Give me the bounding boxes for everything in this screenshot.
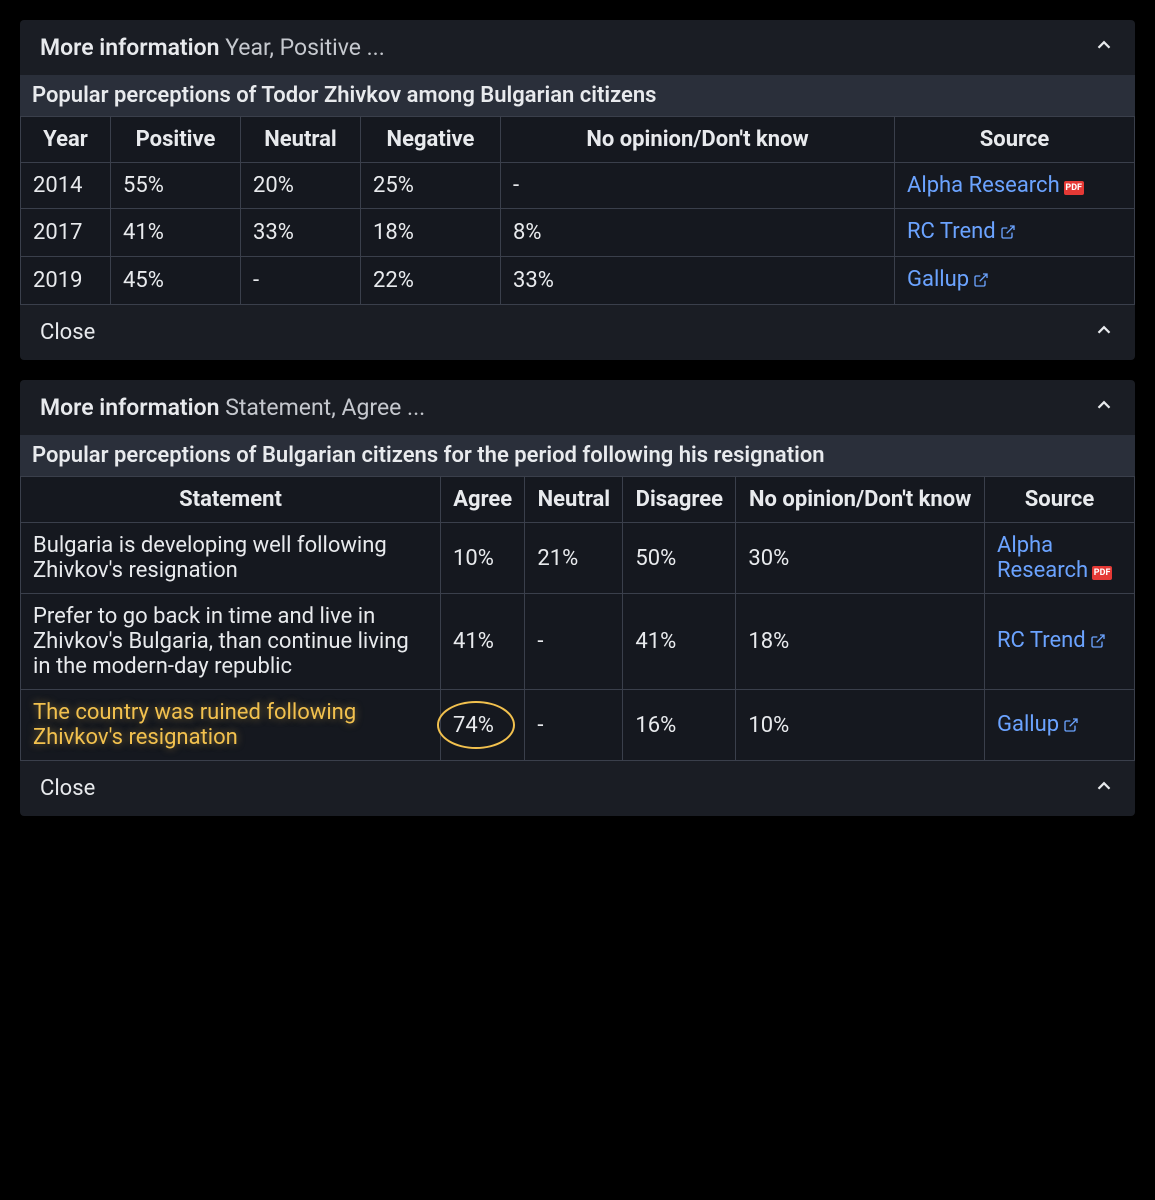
panel-title-bold: More information [40,394,220,421]
cell-value: 74% [453,713,494,738]
col-header: Neutral [525,477,623,523]
perceptions-table: Year Positive Neutral Negative No opinio… [20,116,1135,305]
source-link[interactable]: Alpha Research [997,533,1088,583]
cell: 33% [241,209,361,257]
cell: - [501,163,895,209]
cell: - [241,257,361,305]
source-link[interactable]: Gallup [907,267,989,292]
cell: 30% [736,523,985,594]
external-link-icon [1000,221,1016,246]
chevron-up-icon[interactable] [1093,34,1115,61]
source-link-text: Gallup [907,267,969,292]
table-header-row: Year Positive Neutral Negative No opinio… [21,117,1135,163]
info-panel: More information Statement, Agree ... Po… [20,380,1135,816]
close-row[interactable]: Close [20,305,1135,360]
cell: 2017 [21,209,111,257]
source-link[interactable]: Alpha Research [907,173,1060,198]
source-link-text: Alpha Research [907,173,1060,198]
cell: 21% [525,523,623,594]
cell: 20% [241,163,361,209]
cell: 41% [441,594,525,690]
col-header: Source [985,477,1135,523]
external-link-icon [1063,714,1079,739]
col-header: Agree [441,477,525,523]
col-header: Year [21,117,111,163]
cell: 50% [623,523,736,594]
cell: 74% [441,690,525,761]
table-row: Prefer to go back in time and live in Zh… [21,594,1135,690]
panel-header[interactable]: More information Statement, Agree ... [20,380,1135,435]
info-panel: More information Year, Positive ... Popu… [20,20,1135,360]
col-header: Statement [21,477,441,523]
table-row: 2017 41% 33% 18% 8% RC Trend [21,209,1135,257]
close-row[interactable]: Close [20,761,1135,816]
source-link[interactable]: RC Trend [997,628,1106,653]
source-link-text: Alpha Research [997,533,1088,583]
cell: 41% [623,594,736,690]
cell: 10% [441,523,525,594]
cell: - [525,690,623,761]
col-header: Negative [361,117,501,163]
chevron-up-icon[interactable] [1093,775,1115,802]
cell: Bulgaria is developing well following Zh… [21,523,441,594]
source-link[interactable]: Gallup [997,712,1079,737]
cell: Prefer to go back in time and live in Zh… [21,594,441,690]
cell: 18% [736,594,985,690]
cell: 33% [501,257,895,305]
col-header: Disagree [623,477,736,523]
col-header: No opinion/Don't know [736,477,985,523]
col-header: Neutral [241,117,361,163]
cell: 55% [111,163,241,209]
panel-title-rest: Year, Positive ... [220,34,385,61]
circled-value: 74% [453,713,494,738]
source-link-text: Gallup [997,712,1059,737]
chevron-up-icon[interactable] [1093,394,1115,421]
statements-table: Statement Agree Neutral Disagree No opin… [20,476,1135,761]
panel-header[interactable]: More information Year, Positive ... [20,20,1135,75]
table-header-row: Statement Agree Neutral Disagree No opin… [21,477,1135,523]
panel-title: More information Statement, Agree ... [40,394,425,421]
col-header: No opinion/Don't know [501,117,895,163]
table-row: Bulgaria is developing well following Zh… [21,523,1135,594]
source-cell: Gallup [895,257,1135,305]
source-link-text: RC Trend [997,628,1086,653]
close-label: Close [40,320,95,345]
cell: 8% [501,209,895,257]
cell: 18% [361,209,501,257]
cell: - [525,594,623,690]
source-cell: RC Trend [985,594,1135,690]
external-link-icon [973,269,989,294]
cell: 25% [361,163,501,209]
cell: 22% [361,257,501,305]
cell: 10% [736,690,985,761]
panel-title-rest: Statement, Agree ... [220,394,426,421]
cell: 2019 [21,257,111,305]
close-label: Close [40,776,95,801]
source-link[interactable]: RC Trend [907,219,1016,244]
cell: 45% [111,257,241,305]
source-link-text: RC Trend [907,219,996,244]
external-link-icon [1090,630,1106,655]
source-cell: Alpha Research PDF [985,523,1135,594]
table-row: 2019 45% - 22% 33% Gallup [21,257,1135,305]
panel-title-bold: More information [40,34,220,61]
cell: 2014 [21,163,111,209]
col-header: Positive [111,117,241,163]
table-row: The country was ruined following Zhivkov… [21,690,1135,761]
pdf-icon: PDF [1092,566,1112,580]
panel-title: More information Year, Positive ... [40,34,385,61]
source-cell: Gallup [985,690,1135,761]
table-row: 2014 55% 20% 25% - Alpha Research PDF [21,163,1135,209]
cell: The country was ruined following Zhivkov… [21,690,441,761]
cell: 16% [623,690,736,761]
table-caption: Popular perceptions of Todor Zhivkov amo… [20,75,1135,116]
highlighted-text: The country was ruined following Zhivkov… [33,700,356,750]
cell: 41% [111,209,241,257]
source-cell: RC Trend [895,209,1135,257]
col-header: Source [895,117,1135,163]
table-caption: Popular perceptions of Bulgarian citizen… [20,435,1135,476]
source-cell: Alpha Research PDF [895,163,1135,209]
chevron-up-icon[interactable] [1093,319,1115,346]
pdf-icon: PDF [1064,181,1084,195]
